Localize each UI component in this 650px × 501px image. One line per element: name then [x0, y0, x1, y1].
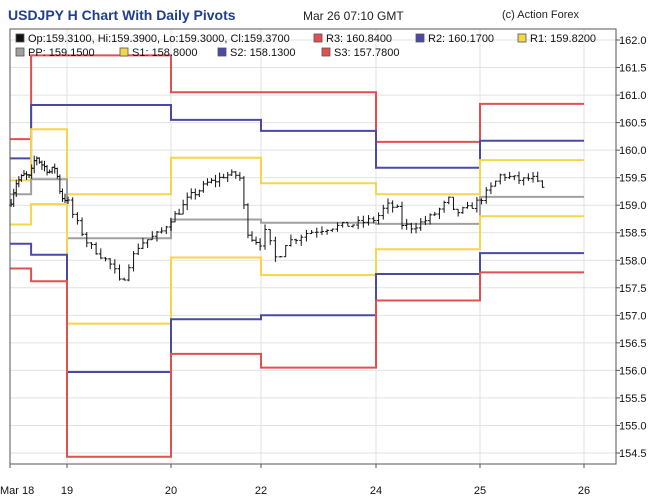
legend-label-s1: S1: 158.8000	[132, 47, 197, 59]
y-tick-label: 158.0	[619, 255, 647, 267]
pivot-line-r2	[10, 104, 584, 169]
legend-swatch-pp	[15, 47, 25, 57]
x-tick-label: 19	[61, 485, 73, 497]
x-tick-label: Mar 18	[0, 485, 34, 497]
chart-datetime: Mar 26 07:10 GMT	[303, 9, 404, 23]
legend-label-r2: R2: 160.1700	[428, 33, 494, 45]
y-axis: 154.5 155.0 155.5 156.0 156.5 157.0 157.5 158.0…	[616, 35, 647, 460]
chart-title: USDJPY H Chart With Daily Pivots	[8, 7, 236, 23]
legend-label-pp: PP: 159.1500	[28, 47, 95, 59]
y-tick-label: 155.0	[619, 420, 647, 432]
y-tick-label: 160.5	[619, 118, 647, 130]
legend-label-r1: R1: 159.8200	[530, 33, 596, 45]
legend-swatch-ohlc	[15, 33, 25, 43]
y-tick-label: 156.5	[619, 338, 647, 350]
legend-label-s3: S3: 157.7800	[334, 47, 399, 59]
legend-swatch-r1	[517, 33, 527, 43]
y-tick-label: 160.0	[619, 145, 647, 157]
y-tick-label: 154.5	[619, 448, 647, 460]
pivot-line-s1	[10, 203, 584, 325]
x-tick-label: 24	[370, 485, 382, 497]
y-tick-label: 161.5	[619, 63, 647, 75]
x-tick-label: 25	[474, 485, 486, 497]
y-tick-label: 159.5	[619, 173, 647, 185]
legend: Op:159.3100, Hi:159.3900, Lo:159.3000, C…	[15, 33, 596, 59]
plot-frame	[9, 28, 617, 465]
pivot-line-s3	[10, 267, 584, 458]
y-tick-label: 157.0	[619, 310, 647, 322]
legend-swatch-r2	[415, 33, 425, 43]
pivot-line-r3	[10, 54, 584, 143]
legend-swatch-s1	[119, 47, 129, 57]
grid	[9, 29, 616, 464]
y-tick-label: 159.0	[619, 200, 647, 212]
chart-header: USDJPY H Chart With Daily Pivots Mar 26 …	[0, 0, 650, 30]
pivot-line-pp	[10, 178, 584, 240]
y-tick-label: 155.5	[619, 393, 647, 405]
x-tick-label: 20	[165, 485, 177, 497]
x-axis: Mar 18 19 20 22 24 25 26	[0, 464, 590, 497]
x-tick-label: 26	[578, 485, 590, 497]
price-bars	[9, 155, 545, 282]
legend-swatch-r3	[313, 33, 323, 43]
y-tick-label: 158.5	[619, 228, 647, 240]
legend-label-s2: S2: 158.1300	[230, 47, 295, 59]
chart-copyright: (c) Action Forex	[502, 9, 580, 21]
y-tick-label: 156.0	[619, 365, 647, 377]
y-tick-label: 157.5	[619, 283, 647, 295]
pivot-line-s2	[10, 242, 584, 373]
pivot-line-r1	[10, 128, 584, 196]
legend-swatch-s2	[217, 47, 227, 57]
y-tick-label: 161.0	[619, 90, 647, 102]
legend-label-ohlc: Op:159.3100, Hi:159.3900, Lo:159.3000, C…	[28, 33, 290, 45]
y-tick-label: 162.0	[619, 35, 647, 47]
legend-swatch-s3	[321, 47, 331, 57]
x-tick-label: 22	[255, 485, 267, 497]
legend-label-r3: R3: 160.8400	[326, 33, 392, 45]
pivot-lines	[10, 54, 584, 458]
